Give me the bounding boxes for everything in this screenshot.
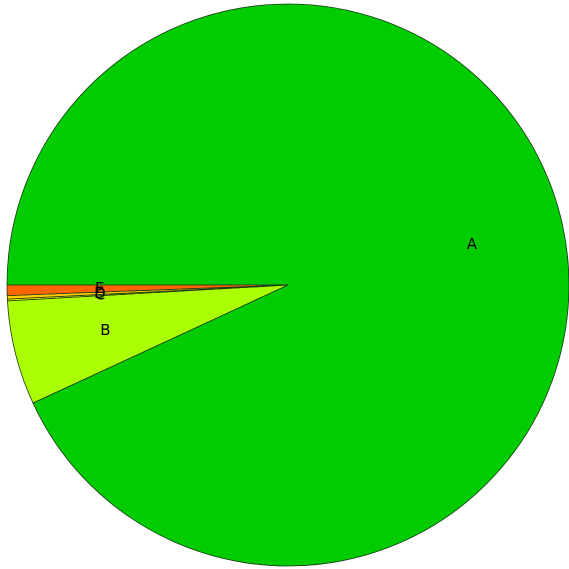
slice-label: D bbox=[94, 284, 106, 302]
slice-label: B bbox=[100, 321, 110, 339]
pie-slice bbox=[6, 284, 289, 297]
slice-label: C bbox=[95, 286, 105, 304]
slice-label: E bbox=[95, 279, 104, 297]
slice-label: A bbox=[467, 235, 478, 253]
